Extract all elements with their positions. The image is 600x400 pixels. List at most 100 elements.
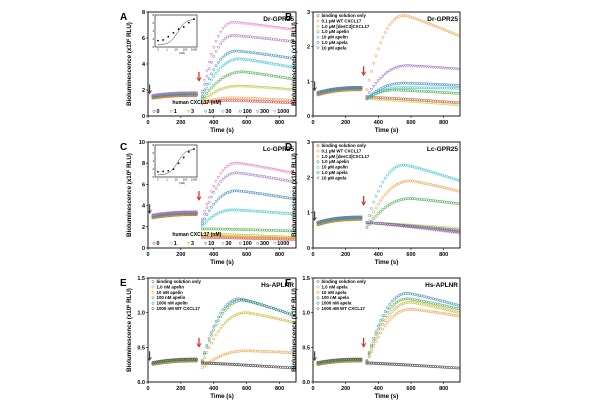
data-point xyxy=(370,343,373,347)
data-point xyxy=(408,225,413,229)
data-point xyxy=(214,320,218,323)
data-point xyxy=(390,316,394,319)
data-point xyxy=(226,306,229,310)
data-point xyxy=(216,68,220,72)
legend-marker xyxy=(186,109,191,114)
data-point xyxy=(376,335,380,339)
y-tick-label: 0 xyxy=(142,114,145,120)
data-point xyxy=(221,27,225,31)
data-point xyxy=(212,191,216,194)
data-point xyxy=(223,86,228,90)
data-point xyxy=(251,23,255,27)
inset-curve xyxy=(157,149,195,176)
data-point xyxy=(395,300,399,304)
baseline-point xyxy=(359,215,363,219)
data-point xyxy=(447,67,451,71)
data-point xyxy=(210,359,213,363)
data-point xyxy=(381,35,385,39)
x-tick-label: 200 xyxy=(341,252,350,258)
data-point xyxy=(367,95,371,98)
start-arrowhead xyxy=(312,357,317,362)
data-point xyxy=(267,167,271,171)
inset-y-tick: 4 xyxy=(152,29,154,33)
x-tick-label: 0 xyxy=(311,252,314,258)
data-point xyxy=(454,67,458,71)
data-point xyxy=(433,228,438,232)
data-point xyxy=(436,229,440,233)
inset-point xyxy=(187,151,190,153)
injection-arrowhead xyxy=(196,77,202,82)
series-2 xyxy=(200,232,297,240)
data-point xyxy=(374,194,378,198)
baseline-points xyxy=(316,357,363,366)
y-axis-title: Bioluminescence (x106 RLU) xyxy=(125,22,133,106)
panel-b: B Dr-GPR25 0 200 400 600 800 0 1 2 3 Time (s) Biolum… xyxy=(285,10,461,134)
data-point xyxy=(456,103,460,107)
x-tick-label: 800 xyxy=(275,386,284,392)
series-3 xyxy=(365,297,460,363)
data-point xyxy=(397,299,401,303)
data-point xyxy=(232,162,237,166)
data-point xyxy=(372,91,376,95)
data-point xyxy=(367,213,371,217)
data-point xyxy=(385,71,390,75)
data-point xyxy=(447,230,451,234)
data-point xyxy=(203,352,206,356)
data-point xyxy=(219,195,223,199)
y-axis-title-main: Bioluminescence (x10 xyxy=(126,40,133,106)
data-point xyxy=(203,82,206,86)
legend-marker xyxy=(152,241,156,245)
y-tick-label: 0 xyxy=(307,114,310,120)
data-point xyxy=(379,322,383,326)
data-point xyxy=(246,234,251,238)
data-point xyxy=(392,200,396,204)
data-point xyxy=(210,60,213,64)
data-point xyxy=(367,221,371,225)
data-point xyxy=(383,319,387,323)
data-point xyxy=(365,360,369,364)
series-3 xyxy=(365,197,460,230)
data-point xyxy=(440,66,445,70)
legend: human CXCL17 (nM) 0 1 3 10 30 100 300 1000 xyxy=(152,232,289,247)
panel-letter: E xyxy=(120,278,127,289)
x-tick-label: 600 xyxy=(242,252,251,258)
data-point xyxy=(244,22,248,26)
data-point xyxy=(221,76,225,80)
x-tick-label: 200 xyxy=(176,252,185,258)
legend-marker xyxy=(151,307,155,311)
data-point xyxy=(401,225,406,229)
series-6 xyxy=(365,221,461,235)
y-axis-title-tail: RLU) xyxy=(291,288,298,305)
legend-label: 1.0 μM apelin xyxy=(322,159,350,164)
y-axis-title-main: Bioluminescence (x10 xyxy=(291,40,298,106)
data-point xyxy=(383,72,387,76)
y-tick-label: 2 xyxy=(307,175,310,181)
data-point xyxy=(251,234,255,238)
legend-marker xyxy=(221,109,225,113)
data-point xyxy=(288,312,292,316)
y-tick-label: 0 xyxy=(142,246,145,252)
data-point xyxy=(221,308,225,311)
data-point xyxy=(376,202,380,206)
inset-point xyxy=(167,169,170,172)
injection-arrowhead xyxy=(361,71,367,77)
data-point xyxy=(223,37,227,40)
legend-marker xyxy=(151,296,155,300)
legend-marker xyxy=(316,285,320,289)
data-point xyxy=(200,218,204,222)
legend-marker xyxy=(151,285,155,289)
data-point xyxy=(216,319,220,323)
x-tick-label: 400 xyxy=(374,386,383,392)
data-point xyxy=(413,226,417,230)
data-point xyxy=(386,306,389,310)
legend-label: 1.0 μM apela xyxy=(322,170,349,175)
data-point xyxy=(372,336,376,340)
data-point xyxy=(367,354,371,357)
data-point xyxy=(283,87,287,91)
data-point xyxy=(292,57,296,60)
data-point xyxy=(276,26,280,30)
data-point xyxy=(223,53,227,57)
data-point xyxy=(258,24,262,28)
data-point xyxy=(276,87,280,91)
x-tick-label: 600 xyxy=(406,386,415,392)
